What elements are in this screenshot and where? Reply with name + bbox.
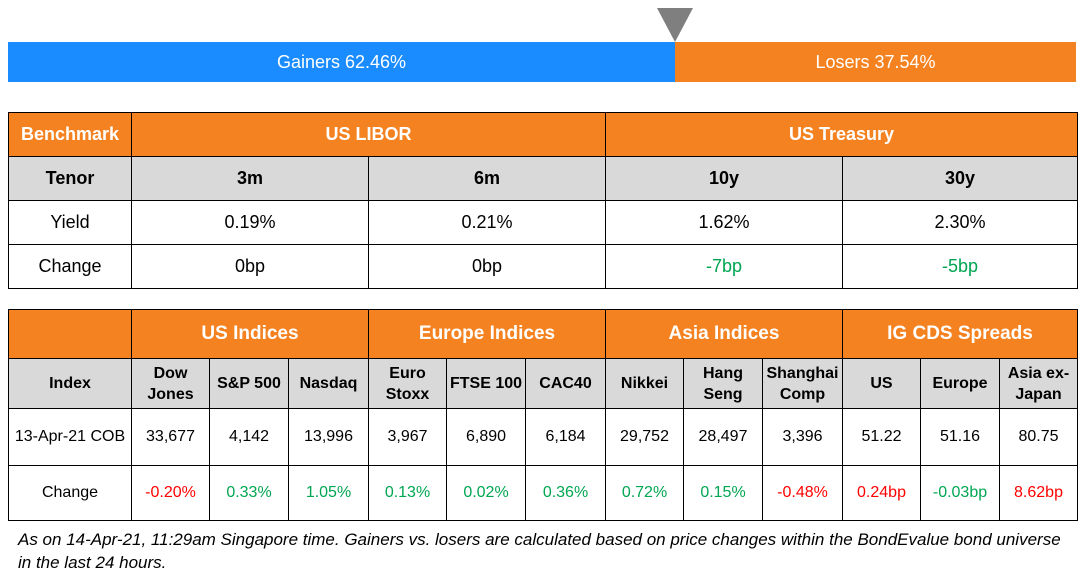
value-row-label: 13-Apr-21 COB xyxy=(8,408,132,466)
value-cell: 51.22 xyxy=(842,408,921,466)
tenor-cell: 30y xyxy=(842,156,1079,201)
index-name-dow-jones: Dow Jones xyxy=(131,358,210,409)
value-cell: 3,967 xyxy=(368,408,447,466)
europe-indices-header: Europe Indices xyxy=(368,309,606,359)
value-cell: 80.75 xyxy=(999,408,1078,466)
change-cell: -0.48% xyxy=(762,465,843,521)
yield-label: Yield xyxy=(8,200,132,245)
tenor-cell: 6m xyxy=(367,156,607,201)
index-name-sp500: S&P 500 xyxy=(209,358,289,409)
change-cell: 0.24bp xyxy=(842,465,921,521)
index-name-euro-stoxx: Euro Stoxx xyxy=(368,358,447,409)
index-name-shanghai-comp: Shanghai Comp xyxy=(762,358,843,409)
change-cell: 0.15% xyxy=(683,465,763,521)
gainers-segment: Gainers 62.46% xyxy=(8,42,676,82)
gainers-label: Gainers 62.46% xyxy=(276,51,407,72)
change-row-label: Change xyxy=(8,465,132,521)
index-name-nikkei: Nikkei xyxy=(605,358,684,409)
yield-cell: 0.19% xyxy=(131,200,369,245)
change-cell: -5bp xyxy=(842,244,1079,289)
change-cell: 0.33% xyxy=(209,465,289,521)
ig-cds-spreads-header: IG CDS Spreads xyxy=(842,309,1078,359)
gainers-losers-marker-icon xyxy=(657,8,694,42)
value-cell: 4,142 xyxy=(209,408,289,466)
yield-cell: 0.21% xyxy=(367,200,607,245)
index-name-cds-us: US xyxy=(842,358,921,409)
tenor-label: Tenor xyxy=(8,156,132,201)
change-label: Change xyxy=(8,244,132,289)
value-cell: 28,497 xyxy=(683,408,763,466)
value-cell: 33,677 xyxy=(131,408,210,466)
index-name-nasdaq: Nasdaq xyxy=(288,358,369,409)
benchmark-table: Benchmark US LIBOR US Treasury Tenor 3m … xyxy=(8,112,1079,289)
value-cell: 29,752 xyxy=(605,408,684,466)
tenor-cell: 3m xyxy=(131,156,369,201)
us-libor-header: US LIBOR xyxy=(130,112,607,157)
losers-label: Losers 37.54% xyxy=(815,51,936,72)
index-name-ftse-100: FTSE 100 xyxy=(446,358,526,409)
benchmark-header: Benchmark xyxy=(8,112,132,157)
value-cell: 6,890 xyxy=(446,408,526,466)
asia-indices-header: Asia Indices xyxy=(605,309,843,359)
index-name-hang-seng: Hang Seng xyxy=(683,358,763,409)
change-cell: 0.36% xyxy=(525,465,606,521)
losers-segment: Losers 37.54% xyxy=(675,42,1076,82)
change-cell: 0.13% xyxy=(368,465,447,521)
change-cell: -7bp xyxy=(605,244,844,289)
change-cell: 0.02% xyxy=(446,465,526,521)
change-cell: 0.72% xyxy=(605,465,684,521)
indices-table: US Indices Europe Indices Asia Indices I… xyxy=(8,309,1078,521)
us-treasury-header: US Treasury xyxy=(605,112,1079,157)
index-label: Index xyxy=(8,358,132,409)
index-name-cds-asia-ex-japan: Asia ex- Japan xyxy=(999,358,1078,409)
gainers-losers-bar: Gainers 62.46% Losers 37.54% xyxy=(8,42,1076,82)
change-cell: 0bp xyxy=(131,244,369,289)
tenor-cell: 10y xyxy=(605,156,844,201)
change-cell: 8.62bp xyxy=(999,465,1078,521)
value-cell: 51.16 xyxy=(920,408,1000,466)
us-indices-header: US Indices xyxy=(131,309,369,359)
change-cell: -0.20% xyxy=(131,465,210,521)
footnote: As on 14-Apr-21, 11:29am Singapore time.… xyxy=(18,530,1061,572)
value-cell: 13,996 xyxy=(288,408,369,466)
value-cell: 6,184 xyxy=(525,408,606,466)
yield-cell: 1.62% xyxy=(605,200,844,245)
change-cell: 0bp xyxy=(367,244,607,289)
index-name-cds-europe: Europe xyxy=(920,358,1000,409)
value-cell: 3,396 xyxy=(762,408,843,466)
change-cell: 1.05% xyxy=(288,465,369,521)
indices-corner-cell xyxy=(8,309,132,359)
change-cell: -0.03bp xyxy=(920,465,1000,521)
yield-cell: 2.30% xyxy=(842,200,1079,245)
index-name-cac40: CAC40 xyxy=(525,358,606,409)
